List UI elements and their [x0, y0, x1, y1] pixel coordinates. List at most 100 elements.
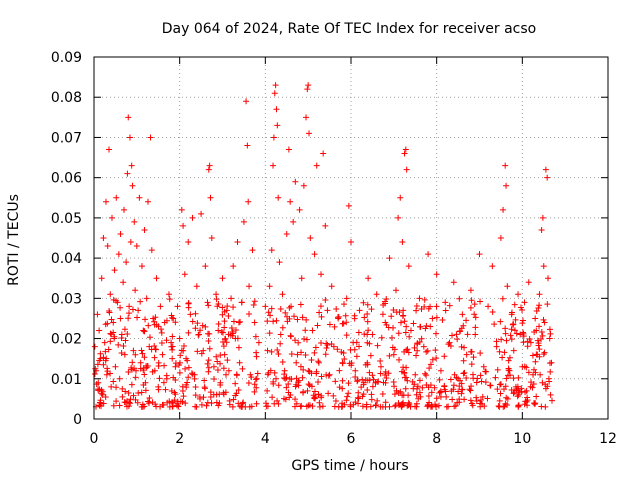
data-point	[485, 303, 492, 310]
data-point	[500, 386, 507, 393]
data-point	[148, 247, 155, 254]
data-point	[518, 388, 525, 395]
data-point	[421, 296, 428, 303]
data-point	[158, 339, 165, 346]
data-point	[536, 291, 543, 298]
data-point	[503, 337, 510, 344]
data-point	[497, 381, 504, 388]
data-point	[352, 399, 359, 406]
data-point	[110, 329, 117, 336]
data-point	[200, 394, 207, 401]
data-point	[130, 347, 137, 354]
data-point	[93, 381, 100, 388]
data-point	[125, 310, 132, 317]
data-point	[456, 377, 463, 384]
data-point	[172, 360, 179, 367]
data-point	[379, 391, 386, 398]
data-point	[275, 400, 282, 407]
data-point	[441, 353, 448, 360]
data-point	[112, 363, 119, 370]
data-point	[138, 403, 145, 410]
data-point	[201, 384, 208, 391]
data-point	[317, 303, 324, 310]
data-point	[339, 377, 346, 384]
data-point	[311, 349, 318, 356]
data-point	[354, 377, 361, 384]
data-point	[508, 336, 515, 343]
data-point	[273, 375, 280, 382]
data-point	[355, 395, 362, 402]
data-point	[502, 400, 509, 407]
data-point	[441, 382, 448, 389]
data-point	[142, 316, 149, 323]
data-point	[225, 367, 232, 374]
data-point	[233, 372, 240, 379]
data-point	[298, 349, 305, 356]
data-point	[414, 341, 421, 348]
data-point	[151, 354, 158, 361]
data-point	[245, 198, 252, 205]
data-point	[406, 400, 413, 407]
data-point	[373, 291, 380, 298]
data-point	[546, 360, 553, 367]
data-point	[395, 400, 402, 407]
data-point	[210, 363, 217, 370]
data-point	[215, 327, 222, 334]
data-point	[354, 394, 361, 401]
data-point	[169, 355, 176, 362]
data-point	[491, 321, 498, 328]
data-point	[537, 336, 544, 343]
data-point	[544, 174, 551, 181]
data-point	[300, 366, 307, 373]
data-point	[342, 312, 349, 319]
data-point	[234, 239, 241, 246]
data-point	[489, 308, 496, 315]
data-point	[496, 348, 503, 355]
data-point	[131, 218, 138, 225]
data-point	[297, 403, 304, 410]
data-point	[236, 359, 243, 366]
data-point	[275, 194, 282, 201]
data-point	[433, 271, 440, 278]
data-point	[405, 263, 412, 270]
data-point	[364, 339, 371, 346]
data-point	[168, 387, 175, 394]
data-point	[163, 372, 170, 379]
data-point	[460, 370, 467, 377]
data-point	[219, 304, 226, 311]
y-axis-label: ROTI / TECUs	[6, 194, 22, 286]
data-point	[540, 351, 547, 358]
data-point	[309, 403, 316, 410]
data-point	[104, 320, 111, 327]
data-point	[461, 369, 468, 376]
data-point	[446, 302, 453, 309]
data-point	[108, 316, 115, 323]
data-point	[205, 302, 212, 309]
data-point	[435, 402, 442, 409]
data-point	[365, 327, 372, 334]
data-point	[470, 375, 477, 382]
data-point	[235, 387, 242, 394]
data-point	[254, 370, 261, 377]
data-point	[303, 114, 310, 121]
data-point	[364, 318, 371, 325]
data-point	[482, 379, 489, 386]
data-point	[519, 329, 526, 336]
data-point	[467, 397, 474, 404]
data-point	[421, 303, 428, 310]
data-point	[132, 396, 139, 403]
data-point	[463, 375, 470, 382]
data-point	[269, 394, 276, 401]
data-point	[107, 338, 114, 345]
data-point	[208, 400, 215, 407]
data-point	[472, 331, 479, 338]
data-point	[181, 342, 188, 349]
data-point	[325, 390, 332, 397]
data-point	[141, 328, 148, 335]
data-point	[500, 206, 507, 213]
data-point	[107, 330, 114, 337]
data-point	[425, 251, 432, 258]
data-point	[429, 315, 436, 322]
data-point	[423, 348, 430, 355]
data-point	[141, 371, 148, 378]
